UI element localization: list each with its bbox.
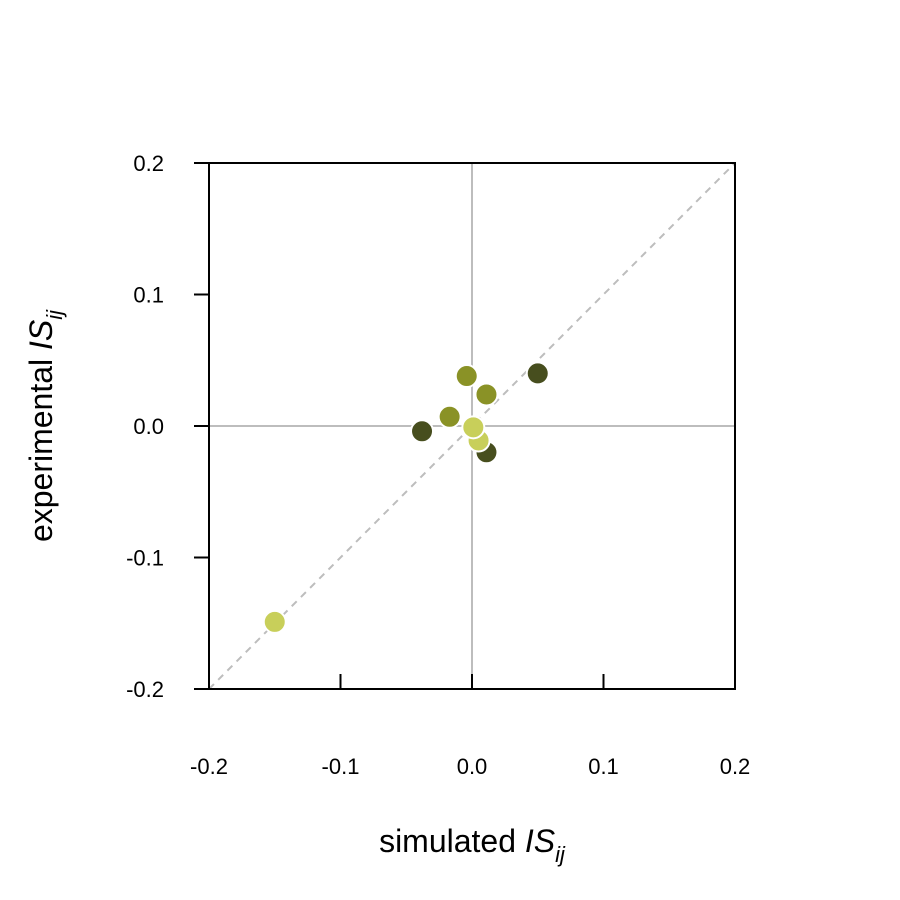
x-tick-label: -0.2 <box>190 754 228 779</box>
y-axis-title-prefix: experimental <box>23 350 59 542</box>
y-axis-title: experimental ISij <box>23 309 67 542</box>
y-tick-label: 0.2 <box>133 151 164 176</box>
identity-line <box>208 162 736 690</box>
x-axis: -0.2 -0.1 0.0 0.1 0.2 <box>190 674 750 779</box>
x-axis-title-symbol: IS <box>525 823 555 859</box>
data-point <box>410 419 435 444</box>
data-point <box>262 609 287 634</box>
data-point <box>525 361 550 386</box>
y-axis: -0.2 -0.1 0.0 0.1 0.2 <box>126 151 209 702</box>
x-axis-title-subscript: ij <box>555 842 566 867</box>
x-tick-label: -0.1 <box>322 754 360 779</box>
data-point <box>454 364 479 389</box>
data-point <box>437 404 462 429</box>
data-points <box>262 361 550 634</box>
y-tick-label: -0.1 <box>126 546 164 571</box>
y-axis-title-symbol: IS <box>23 320 59 350</box>
data-point <box>461 415 486 440</box>
y-axis-title-subscript: ij <box>42 309 67 320</box>
y-tick-label: 0.1 <box>133 283 164 308</box>
x-tick-label: 0.1 <box>588 754 619 779</box>
x-axis-title-prefix: simulated <box>379 823 525 859</box>
y-tick-label: 0.0 <box>133 414 164 439</box>
x-axis-title: simulated ISij <box>379 823 566 867</box>
x-tick-label: 0.2 <box>720 754 751 779</box>
x-tick-label: 0.0 <box>457 754 488 779</box>
data-point <box>474 382 499 407</box>
y-tick-label: -0.2 <box>126 677 164 702</box>
